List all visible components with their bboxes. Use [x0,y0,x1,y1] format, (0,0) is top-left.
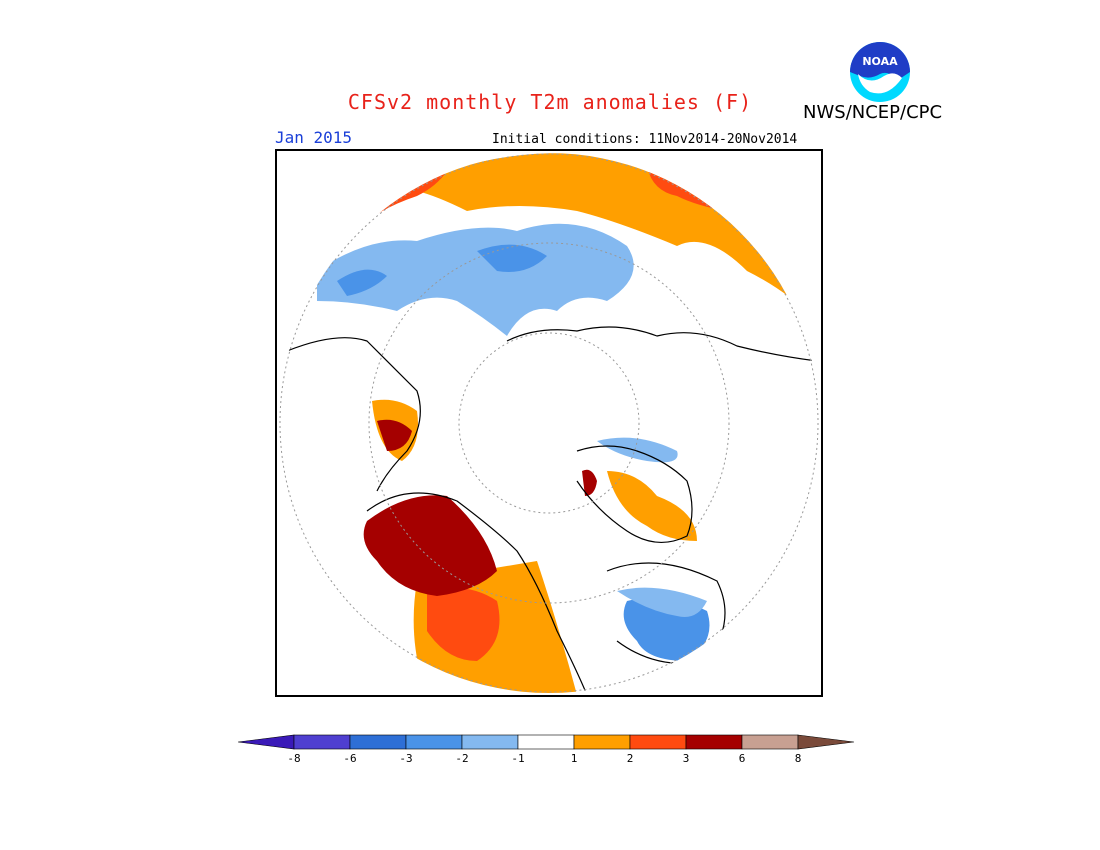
noaa-logo-text: NOAA [862,55,898,68]
colorbar-arrow-low [237,734,295,750]
anomaly-cool-russia-inner [477,244,547,272]
colorbar-bin [741,734,799,750]
target-month: Jan 2015 [275,128,353,147]
anomaly-warm-greenland [607,471,697,541]
colorbar-bin [629,734,687,750]
colorbar-bin [573,734,631,750]
anomaly-red-westcanada [427,587,500,661]
colorbar-tick-label: -3 [399,752,413,765]
colorbar-tick-label: 8 [794,752,802,765]
colorbar-tick-label: 1 [570,752,578,765]
initial-conditions-label: Initial conditions: [492,132,641,147]
colorbar-arrow-high [797,734,855,750]
initial-conditions: Initial conditions: 11Nov2014-20Nov2014 [492,132,797,147]
anomaly-cool-svalbard [597,437,678,463]
colorbar-tick-label: -6 [343,752,357,765]
anomaly-darkred-alaska [363,495,497,596]
anomaly-darkred-kamchatka [377,419,412,451]
map-frame [275,149,823,697]
colorbar-bin [685,734,743,750]
anomaly-cool-scandinavia [337,269,387,296]
noaa-logo: NOAA [848,40,912,108]
anomaly-red-greenland [582,469,597,496]
colorbar-tick-label: 2 [626,752,634,765]
colorbar-bin [405,734,463,750]
colorbar-graphic [237,734,855,750]
polar-map [279,153,819,693]
colorbar-tick-label: -1 [511,752,525,765]
colorbar-tick-label: -8 [287,752,301,765]
colorbar [237,732,862,756]
colorbar-bin [293,734,351,750]
anomaly-cool-hudson-light [617,587,707,617]
anomaly-cool-russia [317,223,634,336]
chart-title: CFSv2 monthly T2m anomalies (F) [347,90,753,114]
colorbar-tick-label: 3 [682,752,690,765]
colorbar-tick-label: 6 [738,752,746,765]
colorbar-bin [461,734,519,750]
agency-label: NWS/NCEP/CPC [803,102,943,123]
colorbar-bin [349,734,407,750]
colorbar-bin [517,734,575,750]
colorbar-tick-label: -2 [455,752,469,765]
initial-conditions-range: 11Nov2014-20Nov2014 [648,132,798,147]
